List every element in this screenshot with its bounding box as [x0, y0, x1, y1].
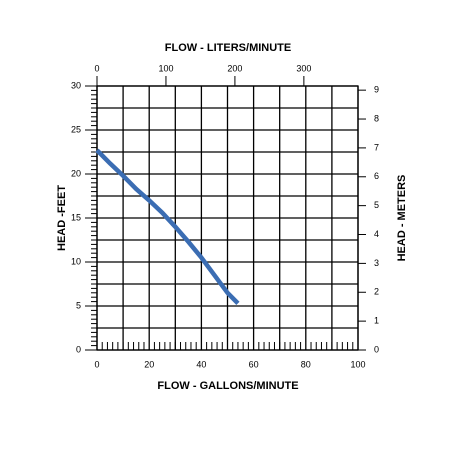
x2-tick-label: 0	[94, 63, 99, 73]
y2-tick-label: 5	[374, 200, 379, 210]
y2-tick-label: 7	[374, 142, 379, 152]
x-tick-label: 40	[196, 359, 206, 369]
x2-tick-label: 100	[158, 63, 173, 73]
y2-tick-label: 3	[374, 258, 379, 268]
x-tick-label: 80	[301, 359, 311, 369]
y-tick-label: 25	[71, 124, 81, 134]
x-tick-label: 60	[249, 359, 259, 369]
y2-tick-label: 0	[374, 344, 379, 354]
curve	[95, 148, 240, 305]
bottom-axis-label: FLOW - GALLONS/MINUTE	[157, 380, 298, 392]
y2-tick-label: 2	[374, 287, 379, 297]
y-tick-label: 15	[71, 212, 81, 222]
y2-tick-label: 9	[374, 85, 379, 95]
y-tick-label: 10	[71, 256, 81, 266]
x2-tick-label: 200	[227, 63, 242, 73]
x-tick-label: 100	[350, 359, 365, 369]
x-tick-label: 20	[144, 359, 154, 369]
y2-tick-label: 8	[374, 113, 379, 123]
y-tick-label: 5	[76, 300, 81, 310]
top-axis-label: FLOW - LITERS/MINUTE	[165, 42, 291, 54]
x-tick-label: 0	[94, 359, 99, 369]
x2-tick-label: 300	[296, 63, 311, 73]
right-axis-label: HEAD - METERS	[396, 175, 408, 262]
y2-tick-label: 6	[374, 171, 379, 181]
y2-tick-label: 1	[374, 316, 379, 326]
plot-frame	[96, 85, 359, 351]
y-tick-label: 30	[71, 80, 81, 90]
y2-tick-label: 4	[374, 229, 379, 239]
left-axis-label: HEAD -FEET	[56, 185, 68, 251]
y-tick-label: 20	[71, 168, 81, 178]
y-tick-label: 0	[76, 344, 81, 354]
